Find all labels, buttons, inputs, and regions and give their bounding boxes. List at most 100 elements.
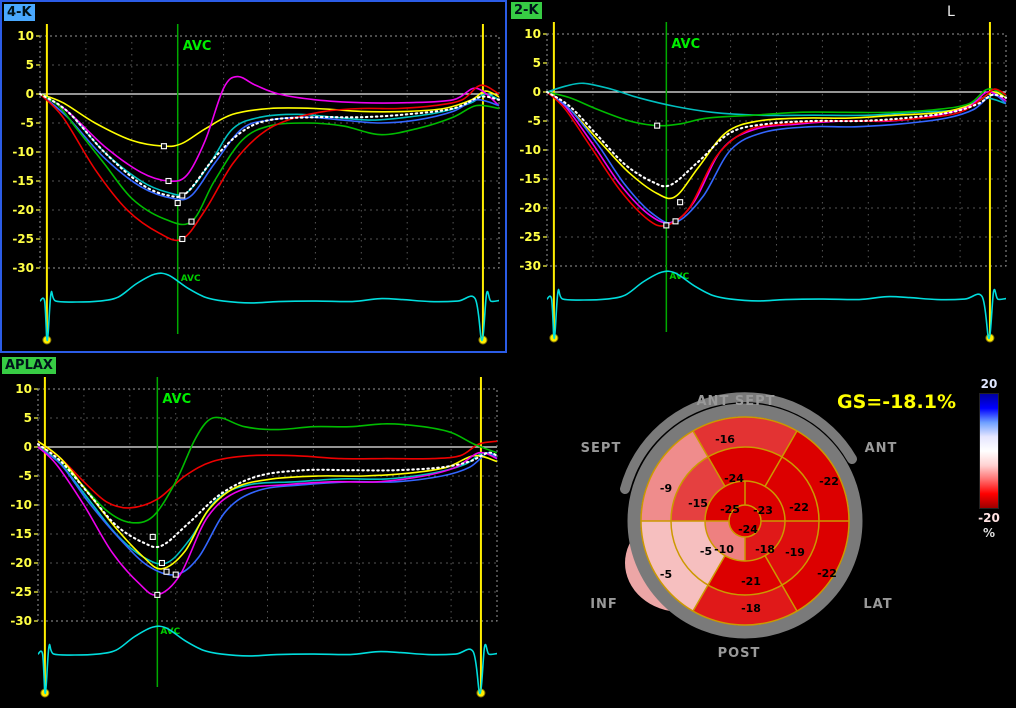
peak-marker[interactable] <box>179 192 186 199</box>
segment-strain-value: -19 <box>785 546 805 559</box>
bullseye-segment[interactable] <box>693 585 797 626</box>
svg-text:10: 10 <box>17 29 34 43</box>
bullseye-segment[interactable] <box>708 446 782 487</box>
colorbar-unit-label: % <box>982 526 996 540</box>
strain-curve <box>37 440 498 509</box>
plot-border <box>39 35 500 269</box>
bullseye-spoke-line <box>764 555 798 612</box>
bullseye-segment[interactable] <box>782 430 849 521</box>
peak-marker[interactable] <box>174 199 181 207</box>
segment-strain-value: -25 <box>720 503 740 516</box>
segment-strain-value: -24 <box>724 472 744 485</box>
quadrant-aplax[interactable]: APLAX 10 5 0 -5 -10 -15 -20 -25 -30 AVC AVC <box>0 355 507 705</box>
svg-text:5: 5 <box>26 58 34 72</box>
peak-marker[interactable] <box>663 222 670 229</box>
ecg-trace <box>546 270 1007 340</box>
region-label: SEPT <box>581 441 622 456</box>
svg-text:-15: -15 <box>519 172 541 186</box>
strain-curve <box>39 84 500 242</box>
svg-text:0: 0 <box>533 85 541 99</box>
strain-chart-2ch: 10 5 0 -5 -10 -15 -20 -25 -30 AVC AVC <box>519 22 1008 343</box>
bullseye-segment[interactable] <box>782 521 849 612</box>
bullseye-segment[interactable] <box>641 521 708 612</box>
bullseye-segment[interactable] <box>693 416 797 457</box>
strain-curve <box>39 75 500 183</box>
peak-marker[interactable] <box>165 177 172 185</box>
strain-curve <box>37 440 498 570</box>
svg-text:AVC: AVC <box>671 37 700 52</box>
peak-marker[interactable] <box>188 218 195 225</box>
svg-text:-30: -30 <box>12 261 34 275</box>
svg-text:0: 0 <box>26 87 34 101</box>
svg-text:-30: -30 <box>519 259 541 273</box>
quadrant-2ch[interactable]: 2-K L 10 5 0 -5 -10 -15 -20 -25 -30 AVC AVC <box>509 0 1016 353</box>
segment-strain-value: -15 <box>688 497 708 510</box>
peak-marker[interactable] <box>154 591 161 598</box>
svg-text:-25: -25 <box>10 585 32 599</box>
strain-curve <box>546 91 1007 200</box>
peak-marker[interactable] <box>163 568 170 575</box>
svg-text:-20: -20 <box>519 201 541 215</box>
strain-curve <box>546 91 1007 225</box>
segment-strain-value: -9 <box>660 482 672 495</box>
segment-strain-value: -21 <box>741 575 761 588</box>
strain-curve <box>546 88 1007 227</box>
colorbar-gradient <box>979 393 999 509</box>
peak-marker[interactable] <box>179 235 186 243</box>
bullseye-segment[interactable] <box>705 481 745 521</box>
strain-curve <box>37 446 498 596</box>
quadrant-bullseye[interactable]: -16 -22 -22 -18 -5 -9 -24 -22 -19 -21 -5 -15 -25 -23 -… <box>509 355 1016 708</box>
peak-marker[interactable] <box>160 143 167 150</box>
svg-text:AVC: AVC <box>160 627 180 637</box>
colorbar-min-label: -20 <box>978 511 1000 525</box>
svg-text:0: 0 <box>24 440 32 454</box>
bullseye-segment[interactable] <box>705 521 745 561</box>
bullseye-apex-segment[interactable] <box>729 505 761 537</box>
bullseye-segment[interactable] <box>745 481 785 521</box>
bullseye-segment[interactable] <box>745 521 785 561</box>
peak-marker[interactable] <box>672 218 679 225</box>
bullseye-spoke-line <box>764 430 798 487</box>
plot-border <box>546 33 1007 267</box>
region-label: POST <box>718 646 761 661</box>
svg-text:-15: -15 <box>10 527 32 541</box>
svg-text:-25: -25 <box>12 232 34 246</box>
bullseye-segment[interactable] <box>708 555 782 596</box>
peak-marker[interactable] <box>158 559 165 567</box>
svg-text:-10: -10 <box>12 145 34 159</box>
peak-marker[interactable] <box>654 122 661 129</box>
bullseye-segment[interactable] <box>765 456 819 521</box>
svg-text:AVC: AVC <box>669 272 689 282</box>
bullseye-segment[interactable] <box>765 521 819 586</box>
peak-marker[interactable] <box>172 571 179 578</box>
segment-strain-value: -22 <box>789 501 809 514</box>
plot-border <box>37 388 498 622</box>
bullseye-spoke-line <box>692 430 726 487</box>
view-label-aplax: APLAX <box>2 357 56 374</box>
strain-chart-4ch: 10 5 0 -5 -10 -15 -20 -25 -30 AVC AVC <box>12 24 501 345</box>
region-label: ANT SEPT <box>697 394 776 409</box>
bullseye-segment[interactable] <box>641 430 708 521</box>
svg-text:AVC: AVC <box>162 392 191 407</box>
peak-marker[interactable] <box>149 533 156 540</box>
svg-text:AVC: AVC <box>183 39 212 54</box>
segment-strain-value: -10 <box>714 543 734 556</box>
svg-text:10: 10 <box>15 382 32 396</box>
peak-marker[interactable] <box>677 199 684 206</box>
segment-strain-value: -22 <box>819 475 839 488</box>
quadrant-4ch[interactable]: 4-K 10 5 0 -5 -10 -15 -20 -25 -30 AVC AVC <box>0 0 507 353</box>
region-label: ANT <box>865 441 898 456</box>
strain-curve <box>37 446 498 576</box>
average-strain-curve <box>36 443 499 549</box>
svg-text:5: 5 <box>533 56 541 70</box>
svg-text:-20: -20 <box>10 556 32 570</box>
bullseye-outer-gray-ring <box>627 403 863 639</box>
bullseye-segment[interactable] <box>671 456 725 521</box>
view-label-4k: 4-K <box>4 4 35 21</box>
bullseye-segment[interactable] <box>671 521 725 586</box>
svg-text:5: 5 <box>24 411 32 425</box>
average-strain-curve <box>38 92 501 198</box>
colorbar-max-label: 20 <box>980 377 998 391</box>
segment-strain-value: -16 <box>715 433 735 446</box>
